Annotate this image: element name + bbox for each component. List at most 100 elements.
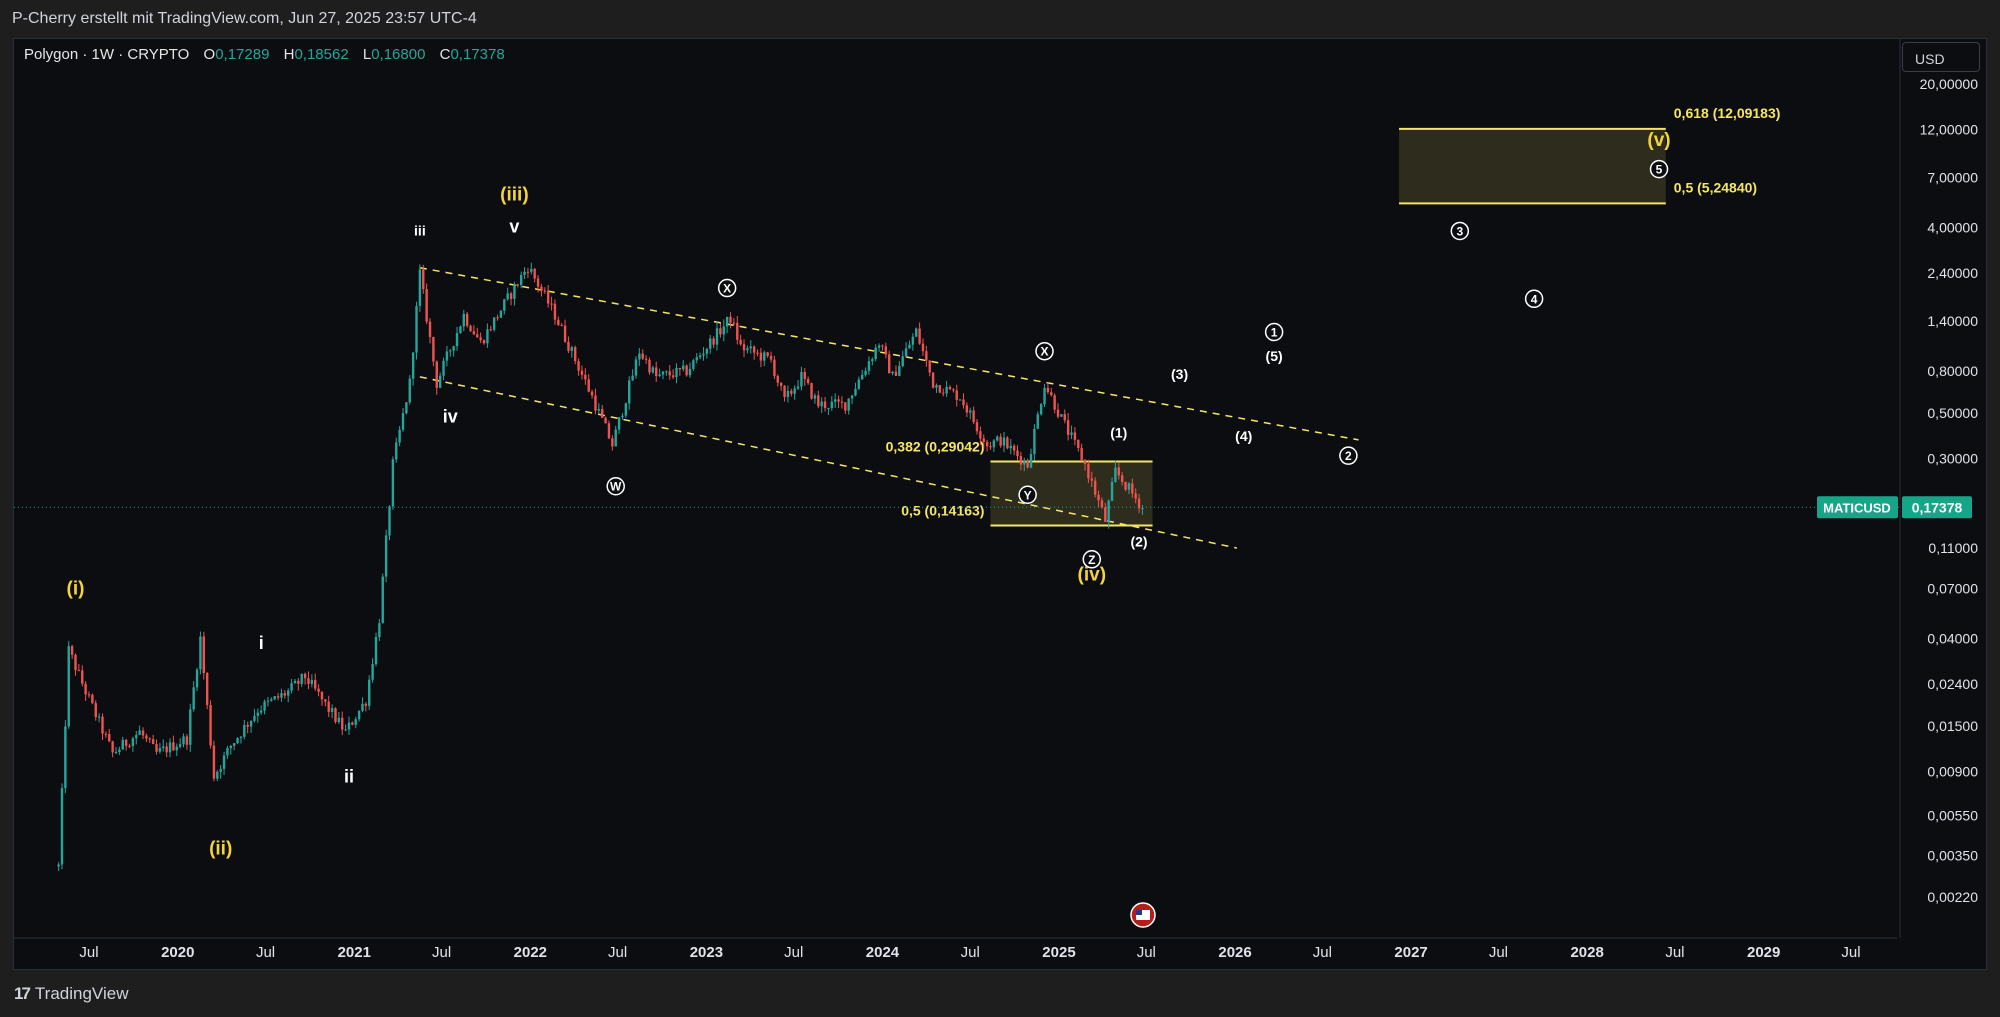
candle-body bbox=[310, 679, 314, 684]
candle-body bbox=[847, 398, 850, 411]
candle-body bbox=[455, 333, 459, 347]
candle-body bbox=[70, 646, 74, 655]
candle-body bbox=[894, 371, 898, 376]
wave-label: (iv) bbox=[1078, 565, 1107, 586]
candle-body bbox=[492, 317, 496, 330]
currency-button[interactable]: USD bbox=[1902, 42, 1980, 72]
candle-body bbox=[384, 535, 388, 577]
candle-body bbox=[796, 386, 800, 389]
candle-body bbox=[253, 715, 256, 721]
candle-body bbox=[172, 742, 175, 751]
price-tick-label: 0,00900 bbox=[1927, 763, 1978, 779]
candle-body bbox=[945, 386, 948, 394]
wave-label: i bbox=[259, 633, 264, 653]
candle-body bbox=[823, 401, 827, 409]
candle-body bbox=[898, 366, 901, 376]
candle-body bbox=[779, 382, 783, 386]
candle-body bbox=[489, 329, 492, 331]
candle-body bbox=[1016, 450, 1019, 457]
price-tick-label: 0,00220 bbox=[1927, 889, 1978, 905]
candle-body bbox=[833, 399, 837, 402]
price-tick-label: 0,02400 bbox=[1927, 676, 1978, 692]
wave-label: v bbox=[509, 216, 519, 236]
time-tick-label: 2029 bbox=[1747, 944, 1780, 961]
candle-body bbox=[243, 724, 246, 737]
time-tick-label: 2028 bbox=[1570, 944, 1603, 961]
candle-body bbox=[546, 290, 550, 304]
candle-body bbox=[550, 303, 553, 305]
candle-body bbox=[1090, 478, 1093, 481]
candle-body bbox=[580, 370, 584, 375]
candle-body bbox=[982, 438, 985, 442]
candle-body bbox=[280, 693, 283, 698]
wave-label: iii bbox=[414, 223, 426, 239]
candle-body bbox=[979, 431, 982, 439]
candle-body bbox=[644, 358, 648, 360]
candle-body bbox=[837, 399, 840, 402]
fib-zone-fill bbox=[990, 461, 1153, 526]
candle-body bbox=[114, 752, 118, 754]
candle-body bbox=[857, 379, 861, 389]
candle-body bbox=[503, 299, 506, 311]
candle-body bbox=[1043, 387, 1046, 405]
chart-credit: P-Cherry erstellt mit TradingView.com, J… bbox=[12, 10, 477, 27]
wave-label-circle bbox=[717, 278, 737, 298]
candle-body bbox=[1070, 432, 1073, 435]
candle-body bbox=[199, 636, 202, 670]
candle-body bbox=[840, 401, 844, 403]
candle-body bbox=[67, 646, 70, 727]
candle-body bbox=[108, 734, 111, 742]
candle-body bbox=[1006, 437, 1009, 449]
candle-body bbox=[634, 359, 638, 376]
candle-body bbox=[314, 679, 317, 689]
wave-label: X bbox=[1041, 345, 1049, 359]
candle-body bbox=[786, 390, 790, 397]
candle-body bbox=[682, 365, 685, 370]
high-value: 0,18562 bbox=[294, 46, 349, 63]
time-tick-label: Jul bbox=[256, 944, 275, 961]
candle-body bbox=[628, 380, 631, 404]
candle-body bbox=[918, 328, 921, 344]
candle-body bbox=[850, 395, 854, 399]
candle-body bbox=[1050, 392, 1053, 396]
candle-body bbox=[729, 316, 732, 323]
candle-body bbox=[904, 348, 908, 357]
candle-body bbox=[860, 374, 864, 380]
candle-body bbox=[965, 405, 969, 413]
candle-body bbox=[151, 739, 155, 745]
candle-body bbox=[719, 328, 722, 335]
candle-body bbox=[297, 680, 300, 684]
candle-body bbox=[901, 356, 904, 367]
candle-body bbox=[540, 286, 543, 291]
candle-body bbox=[867, 361, 871, 371]
candle-body bbox=[469, 325, 472, 332]
wave-label-circle bbox=[1035, 341, 1054, 361]
candle-body bbox=[567, 341, 570, 351]
candle-body bbox=[185, 736, 189, 745]
candle-body bbox=[1033, 428, 1036, 455]
price-chart[interactable]: 20,00000 12,00000 7,00000 4,00000 2,40000 1,4… bbox=[0, 0, 2000, 970]
candle-body bbox=[459, 326, 462, 334]
candle-body bbox=[266, 700, 270, 702]
candle-body bbox=[702, 353, 705, 356]
wave-label: W bbox=[610, 480, 622, 494]
candle-body bbox=[543, 290, 547, 292]
candle-body bbox=[351, 722, 354, 725]
wave-label: 4 bbox=[1531, 292, 1538, 306]
candle-body bbox=[401, 413, 405, 430]
candle-body bbox=[732, 322, 736, 324]
candle-body bbox=[533, 268, 536, 279]
chart-frame[interactable] bbox=[13, 38, 1987, 970]
candle-body bbox=[428, 321, 432, 337]
time-tick-label: 2021 bbox=[338, 944, 371, 961]
candle-body bbox=[81, 670, 84, 684]
channel-line-upper bbox=[419, 266, 1359, 441]
candle-body bbox=[189, 709, 192, 745]
time-tick-label: 2020 bbox=[161, 944, 194, 961]
candle-body bbox=[175, 746, 178, 751]
candle-body bbox=[877, 345, 881, 348]
candle-body bbox=[1124, 481, 1127, 490]
price-tick-label: 12,00000 bbox=[1920, 122, 1979, 138]
candle-body bbox=[57, 864, 60, 867]
candle-body bbox=[357, 710, 361, 720]
